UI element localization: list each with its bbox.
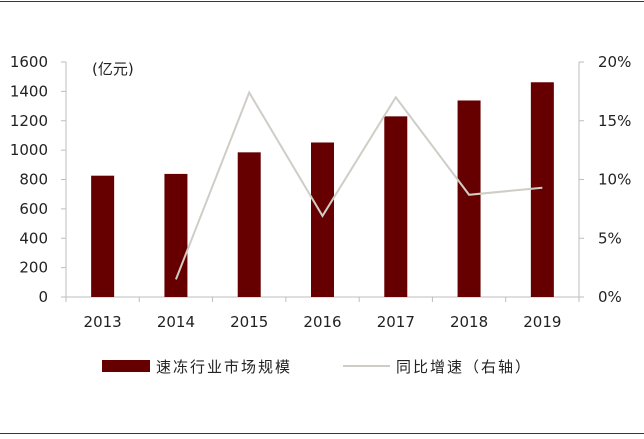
- x-tick-label: 2016: [303, 313, 341, 331]
- left-tick-label: 1200: [10, 112, 48, 130]
- bar: [457, 100, 481, 297]
- bar-series: [91, 82, 554, 297]
- x-tick-label: 2013: [84, 313, 122, 331]
- left-axis-ticks: 0 200 400 600 800 1000 1200 1400 1600: [10, 53, 66, 306]
- right-tick-label: 20%: [598, 53, 631, 71]
- left-tick-label: 1400: [10, 82, 48, 100]
- left-tick-label: 800: [19, 171, 48, 189]
- legend: 速冻行业市场规模 同比增速（右轴）: [102, 358, 532, 376]
- right-tick-label: 10%: [598, 171, 631, 189]
- line-series: [174, 90, 543, 280]
- left-tick-label: 0: [38, 288, 48, 306]
- x-axis-ticks: 2013 2014 2015 2016 2017 2018 2019: [65, 297, 580, 331]
- right-tick-label: 0%: [598, 288, 622, 306]
- bar: [384, 116, 408, 297]
- growth-line: [174, 90, 543, 280]
- x-tick-label: 2019: [523, 313, 561, 331]
- bar: [237, 152, 261, 297]
- legend-swatch-bar: [102, 360, 150, 372]
- top-border: [0, 1, 644, 2]
- x-tick-label: 2014: [157, 313, 195, 331]
- right-tick-label: 15%: [598, 112, 631, 130]
- left-tick-label: 200: [19, 259, 48, 277]
- left-tick-label: 400: [19, 229, 48, 247]
- left-tick-label: 600: [19, 200, 48, 218]
- x-tick-label: 2015: [230, 313, 268, 331]
- legend-label-line: 同比增速（右轴）: [396, 358, 532, 376]
- left-tick-label: 1000: [10, 141, 48, 159]
- left-tick-label: 1600: [10, 53, 48, 71]
- legend-label-bar: 速冻行业市场规模: [156, 358, 292, 376]
- bottom-border: [0, 433, 644, 434]
- right-tick-label: 5%: [598, 229, 622, 247]
- left-axis-unit: (亿元): [92, 60, 134, 78]
- right-axis-ticks: 0% 5% 10% 15% 20%: [579, 53, 631, 306]
- x-tick-label: 2017: [377, 313, 415, 331]
- bar: [530, 82, 554, 297]
- bar: [91, 175, 115, 297]
- bar: [311, 142, 334, 297]
- x-tick-label: 2018: [450, 313, 488, 331]
